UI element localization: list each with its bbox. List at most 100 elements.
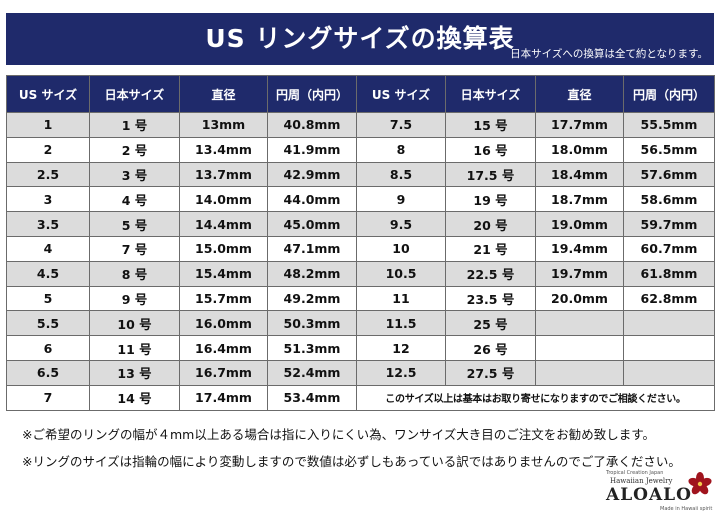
table-cell: 22.5 号 (445, 260, 536, 287)
table-cell: 16.7mm (179, 359, 268, 386)
table-cell: 42.9mm (267, 161, 357, 188)
table-cell: 18.7mm (535, 186, 624, 213)
table-cell: 50.3mm (267, 310, 357, 337)
hibiscus-flower-icon (688, 472, 712, 495)
header-cell: 円周（内円） (267, 75, 357, 113)
logo-sub-text: Hawaiian Jewelry (610, 477, 673, 485)
table-cell: 60.7mm (623, 235, 715, 262)
table-cell: 26 号 (445, 335, 536, 361)
table-cell: 44.0mm (267, 186, 357, 213)
table-cell: 52.4mm (267, 359, 357, 386)
table-cell: 48.2mm (267, 260, 357, 287)
header-cell: 直径 (535, 75, 624, 113)
table-cell: 7.5 (356, 112, 446, 138)
table-row: 4.5 8 号 15.4mm 48.2mm 10.5 22.5 号 19.7mm 61.8mm (6, 260, 715, 287)
table-cell: 15.0mm (179, 235, 268, 262)
table-cell: 59.7mm (623, 211, 715, 237)
table-cell: 9 (356, 186, 446, 213)
table-cell: 18.0mm (535, 136, 624, 163)
table-cell (535, 310, 624, 337)
table-cell: 3.5 (6, 211, 90, 237)
table-cell: 8.5 (356, 161, 446, 188)
logo-main-text: ALOALO (606, 485, 692, 505)
table-cell: 45.0mm (267, 211, 357, 237)
table-cell: 5 号 (89, 211, 180, 237)
table-cell: 23.5 号 (445, 285, 536, 312)
table-cell: 11 号 (89, 335, 180, 361)
table-cell: 14 号 (89, 384, 180, 411)
table-cell: 49.2mm (267, 285, 357, 312)
table-cell: 17.7mm (535, 112, 624, 138)
table-cell: 7 (6, 384, 90, 411)
table-cell: 14.4mm (179, 211, 268, 237)
table-row: 5.5 10 号 16.0mm 50.3mm 11.5 25 号 (6, 310, 715, 337)
table-cell: 19.0mm (535, 211, 624, 237)
table-cell: 41.9mm (267, 136, 357, 163)
table-cell: 20 号 (445, 211, 536, 237)
table-cell (623, 310, 715, 337)
table-cell: 12 (356, 335, 446, 361)
table-cell: 19 号 (445, 186, 536, 213)
table-cell: 10 (356, 235, 446, 262)
table-cell: 27.5 号 (445, 359, 536, 386)
header-cell: US サイズ (6, 75, 90, 113)
table-cell: 18.4mm (535, 161, 624, 188)
table-cell: 6 (6, 335, 90, 361)
table-cell: 11.5 (356, 310, 446, 337)
table-cell: 15.4mm (179, 260, 268, 287)
hibiscus-petal (688, 477, 701, 487)
table-cell: 15.7mm (179, 285, 268, 312)
table-cell: 19.4mm (535, 235, 624, 262)
table-cell: 17.5 号 (445, 161, 536, 188)
header-cell: 日本サイズ (445, 75, 536, 113)
table-cell (623, 335, 715, 361)
table-row: 6.5 13 号 16.7mm 52.4mm 12.5 27.5 号 (6, 359, 715, 386)
page-title: US リングサイズの換算表 (205, 24, 515, 53)
table-cell: 2 号 (89, 136, 180, 163)
table-cell: 25 号 (445, 310, 536, 337)
table-cell: 56.5mm (623, 136, 715, 163)
table-cell: 58.6mm (623, 186, 715, 213)
table-cell: 20.0mm (535, 285, 624, 312)
table-row: 6 11 号 16.4mm 51.3mm 12 26 号 (6, 335, 715, 361)
header-cell: 日本サイズ (89, 75, 180, 113)
table-cell: 13.7mm (179, 161, 268, 188)
table-cell: 62.8mm (623, 285, 715, 312)
table-cell: 10.5 (356, 260, 446, 287)
table-cell: 1 (6, 112, 90, 138)
table-header-row: US サイズ 日本サイズ 直径 円周（内円） US サイズ 日本サイズ 直径 円… (6, 75, 715, 113)
ring-size-table: US サイズ 日本サイズ 直径 円周（内円） US サイズ 日本サイズ 直径 円… (6, 75, 715, 411)
table-cell: 5.5 (6, 310, 90, 337)
aloalo-logo: Tropical Creation Japan Hawaiian Jewelry… (602, 470, 717, 514)
table-cell: 1 号 (89, 112, 180, 138)
table-cell: 5 (6, 285, 90, 312)
table-cell: 13mm (179, 112, 268, 138)
footnote-width: ※ご希望のリングの幅が４mm以上ある場合は指に入りにくい為、ワンサイズ大き目のご… (22, 427, 655, 442)
table-cell: 57.6mm (623, 161, 715, 188)
footnote-variation: ※リングのサイズは指輪の幅により変動しますので数値は必ずしもあっている訳ではあり… (22, 454, 681, 469)
table-cell: 47.1mm (267, 235, 357, 262)
table-cell: 21 号 (445, 235, 536, 262)
table-cell (623, 359, 715, 386)
title-banner: US リングサイズの換算表 日本サイズへの換算は全て約となります。 (6, 13, 714, 65)
header-cell: 直径 (179, 75, 268, 113)
header-cell: 円周（内円） (623, 75, 715, 113)
table-cell: 16.4mm (179, 335, 268, 361)
table-cell: 3 (6, 186, 90, 213)
special-order-notice: このサイズ以上は基本はお取り寄せになりますのでご相談ください。 (356, 384, 715, 411)
table-cell: 2 (6, 136, 90, 163)
table-cell: 12.5 (356, 359, 446, 386)
table-cell: 16.0mm (179, 310, 268, 337)
table-cell: 8 (356, 136, 446, 163)
table-cell: 17.4mm (179, 384, 268, 411)
table-row: 2.5 3 号 13.7mm 42.9mm 8.5 17.5 号 18.4mm 57.6mm (6, 161, 715, 188)
table-cell: 55.5mm (623, 112, 715, 138)
table-cell: 13.4mm (179, 136, 268, 163)
table-cell: 53.4mm (267, 384, 357, 411)
table-cell: 40.8mm (267, 112, 357, 138)
